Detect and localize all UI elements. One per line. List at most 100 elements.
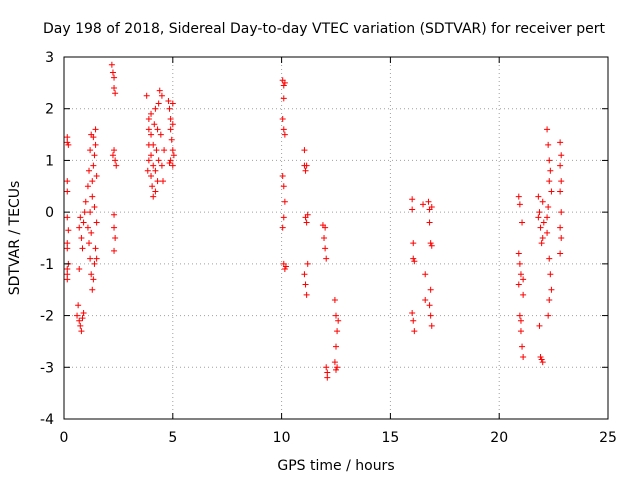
data-point [281,79,288,86]
data-point [86,167,93,174]
data-point [547,271,554,278]
data-point [321,235,328,241]
data-point [92,126,99,133]
data-point [420,201,427,208]
y-tick-label: 1 [45,153,54,169]
data-point [167,157,174,164]
data-point [111,247,118,254]
data-point [89,193,96,200]
data-point [548,188,555,195]
data-point [557,162,564,169]
y-tick-label: -3 [40,360,54,376]
data-point [145,157,152,164]
data-point [303,291,310,298]
data-point [109,69,116,76]
data-point [281,198,288,205]
data-point [410,255,417,262]
data-point [426,219,433,226]
data-point [301,271,308,278]
data-point [89,286,96,293]
data-point [280,82,287,89]
grid-lines [64,57,608,419]
data-point [169,147,176,154]
data-point [322,245,329,252]
data-point [158,92,165,99]
data-point [112,235,119,241]
data-point [545,203,552,210]
data-point [64,188,71,195]
data-point [81,209,88,216]
data-point [152,188,159,195]
data-point [109,152,116,159]
data-point [148,152,155,159]
data-point [149,183,156,190]
data-point [427,240,434,247]
data-point [281,131,288,138]
data-point [516,260,523,267]
data-point [77,322,84,329]
x-tick-label: 20 [490,430,508,446]
data-point [323,364,330,371]
data-point [151,121,158,128]
data-point [303,219,310,226]
data-point [111,85,118,92]
x-tick-label: 25 [599,430,617,446]
data-point [279,116,286,123]
data-point [323,255,330,262]
x-axis-label: GPS time / hours [277,458,394,474]
data-point [154,126,161,133]
data-point [88,271,95,278]
data-point [86,240,93,247]
data-point [87,209,94,216]
data-point [558,235,565,241]
data-point [157,131,164,138]
data-point [548,286,555,293]
y-axis-label: SDTVAR / TECUs [7,181,23,296]
data-point [76,317,83,324]
data-point [150,193,157,200]
data-point [64,240,71,247]
x-tick-label: 0 [60,430,69,446]
data-point [64,245,71,252]
data-point [111,211,118,218]
data-point [539,235,546,241]
data-point [153,147,160,154]
data-point [428,242,435,249]
data-point [148,172,155,179]
data-point [409,206,416,213]
data-point [422,271,429,278]
data-point [168,136,175,143]
data-point [64,134,71,141]
data-point [557,188,564,195]
data-point [520,353,527,360]
data-point [143,92,150,99]
data-point [152,167,159,174]
data-point [150,141,157,148]
data-point [155,100,162,107]
data-point [88,229,95,236]
data-point [64,139,71,146]
data-point [150,162,157,169]
data-point [76,224,83,231]
data-point [515,250,522,257]
data-point [87,147,94,154]
data-point [303,162,310,169]
data-point [111,147,118,154]
data-point [324,374,331,381]
data-point [546,157,553,164]
data-point [280,126,287,133]
data-point [279,172,286,179]
data-point [112,157,119,164]
data-point [427,312,434,319]
data-point [111,74,118,81]
data-point [427,286,434,293]
data-point [517,328,524,335]
data-point [78,235,85,241]
data-point [409,309,416,316]
x-tick-label: 15 [381,430,399,446]
data-point [91,203,98,210]
data-point [65,141,72,148]
data-point [154,178,161,185]
chart-title: Day 198 of 2018, Sidereal Day-to-day VTE… [43,21,605,37]
data-point [535,193,542,200]
